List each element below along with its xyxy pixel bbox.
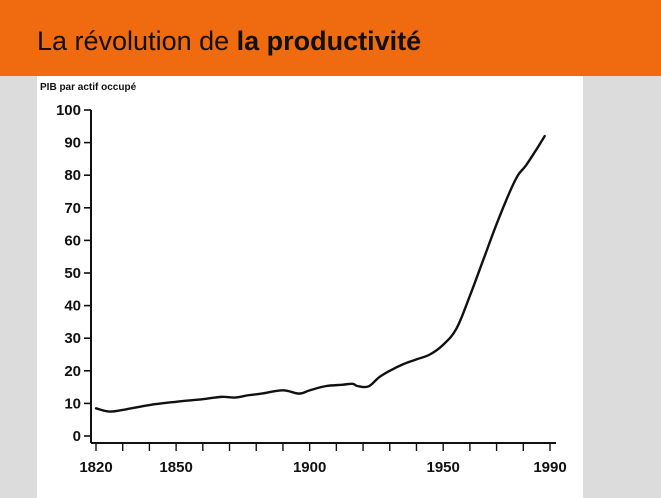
series-line (94, 134, 546, 413)
x-tick-label: 1950 (426, 459, 459, 476)
title-plain: La révolution de (37, 26, 237, 56)
y-tick-label: 80 (64, 167, 81, 184)
slide-title: La révolution de la productivité (37, 26, 421, 57)
title-bold: la productivité (236, 26, 422, 56)
y-tick-label: 60 (64, 232, 81, 249)
title-bar: La révolution de la productivité (0, 0, 661, 76)
series-group (94, 134, 546, 413)
right-margin-panel (583, 76, 661, 498)
y-tick-label: 10 (64, 395, 81, 412)
x-tick-label: 1990 (533, 459, 566, 476)
x-tick-label: 1820 (79, 459, 112, 476)
productivity-chart: PIB par actif occupé 0 10 20 30 40 50 60 70 80 90… (40, 82, 567, 476)
x-tick-label: 1850 (159, 459, 192, 476)
y-ticks: 0 10 20 30 40 50 60 70 80 90 100 (56, 102, 91, 445)
y-tick-label: 40 (64, 298, 81, 315)
axes (90, 110, 556, 444)
y-tick-label: 90 (64, 135, 81, 152)
y-tick-label: 70 (64, 200, 81, 217)
x-tick-label: 1900 (293, 459, 326, 476)
chart-area: PIB par actif occupé 0 10 20 30 40 50 60 70 80 90… (37, 76, 583, 498)
y-tick-label: 50 (64, 265, 81, 282)
y-tick-label: 0 (73, 428, 81, 445)
y-tick-label: 100 (56, 102, 81, 119)
y-tick-label: 30 (64, 330, 81, 347)
y-tick-label: 20 (64, 363, 81, 380)
y-axis-label: PIB par actif occupé (40, 82, 137, 93)
left-margin-panel (0, 76, 37, 498)
x-ticks: 1820 1850 1900 1950 1990 (79, 443, 567, 476)
